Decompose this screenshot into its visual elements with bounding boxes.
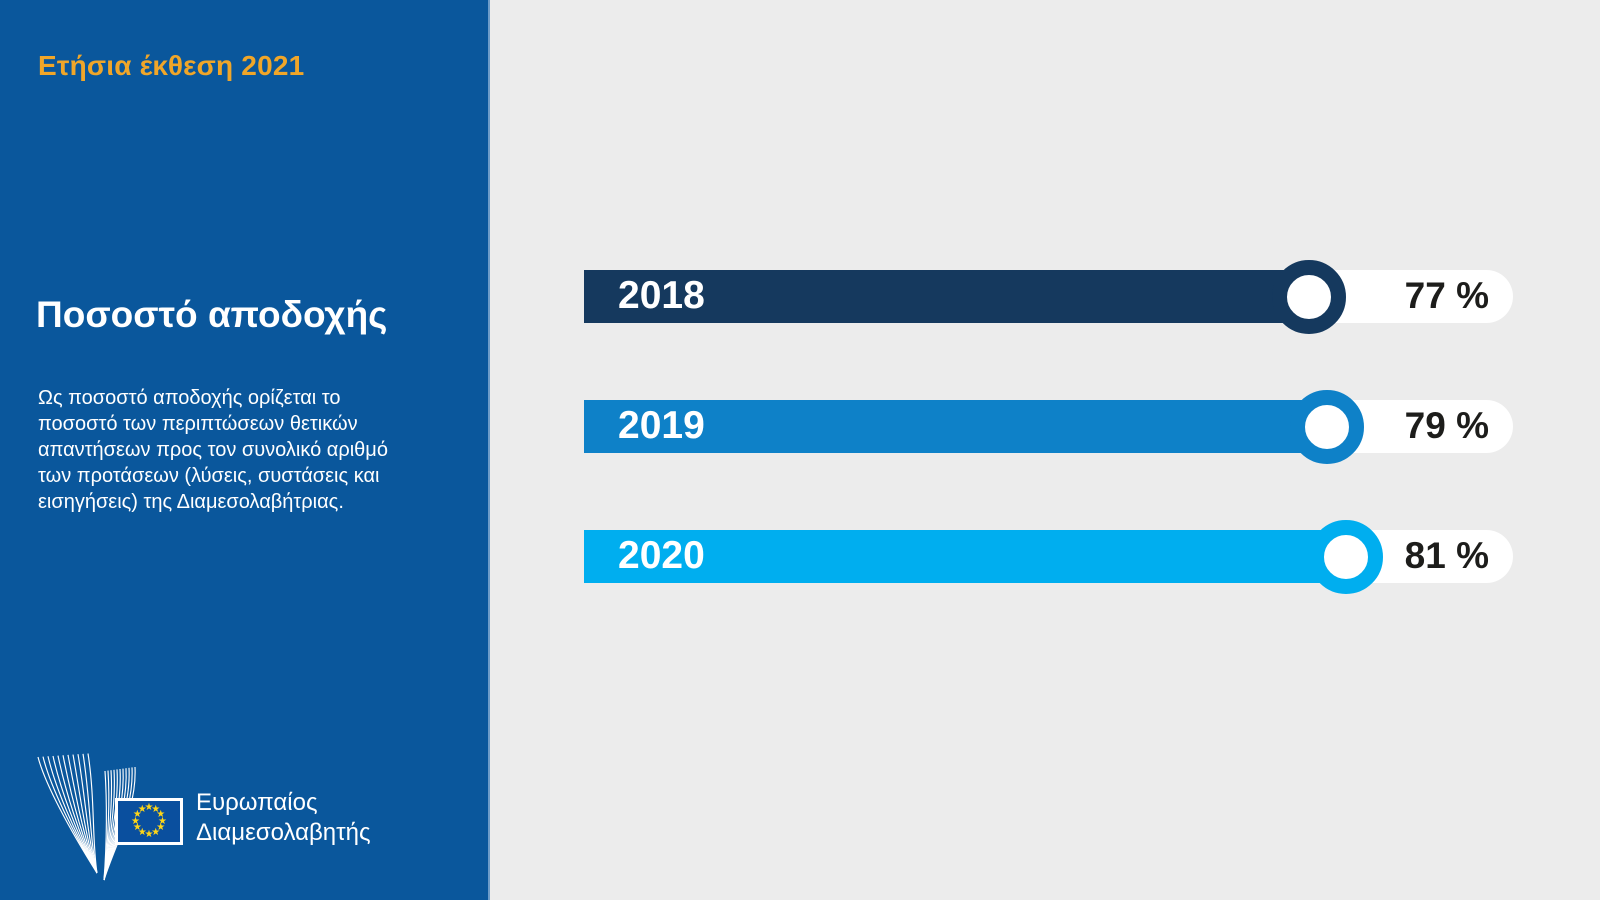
eu-star-icon: ★ (144, 829, 154, 840)
bar-row: 2020 81 % (584, 520, 1513, 594)
eu-star-icon: ★ (158, 815, 167, 827)
eu-star-icon: ★ (156, 808, 166, 820)
european-ombudsman-logo: ★ ★ ★ ★ ★ ★ ★ ★ ★ ★ ★ ★ Ευρωπαίος Διαμεσολαβητής (0, 735, 490, 885)
value-label: 77 % (1404, 274, 1489, 316)
value-ring-icon (1271, 260, 1346, 334)
eu-star-icon: ★ (132, 808, 142, 820)
value-ring-icon (1290, 390, 1365, 464)
eu-star-icon: ★ (132, 822, 142, 834)
bar-row: 2018 77 % (584, 260, 1513, 334)
sidebar: Ετήσια έκθεση 2021 Ποσοστό αποδοχής Ως π… (0, 0, 490, 900)
eu-flag-icon: ★ ★ ★ ★ ★ ★ ★ ★ ★ ★ ★ ★ (115, 798, 183, 845)
eu-star-icon: ★ (137, 827, 147, 839)
report-label: Ετήσια έκθεση 2021 (38, 50, 305, 81)
value-ring-icon (1309, 520, 1384, 594)
bar-fill: 2020 (584, 530, 1347, 583)
bar-fill: 2018 (584, 270, 1309, 323)
year-label: 2020 (618, 533, 705, 577)
eu-star-icon: ★ (151, 803, 161, 815)
bar-row: 2019 79 % (584, 390, 1513, 464)
value-label: 81 % (1404, 534, 1489, 576)
eu-star-icon: ★ (156, 822, 166, 834)
page-title: Ποσοστό αποδοχής (36, 294, 388, 335)
year-label: 2018 (618, 273, 705, 317)
eu-star-icon: ★ (144, 802, 154, 813)
eu-star-icon: ★ (131, 815, 140, 827)
bar-fill: 2019 (584, 400, 1328, 453)
description-text: Ως ποσοστό αποδοχής ορίζεται το ποσοστό … (38, 387, 388, 513)
eu-star-icon: ★ (137, 803, 147, 815)
year-label: 2019 (618, 403, 705, 447)
eu-star-icon: ★ (151, 827, 161, 839)
org-name: Ευρωπαίος Διαμεσολαβητής (196, 789, 371, 846)
value-label: 79 % (1404, 404, 1489, 446)
